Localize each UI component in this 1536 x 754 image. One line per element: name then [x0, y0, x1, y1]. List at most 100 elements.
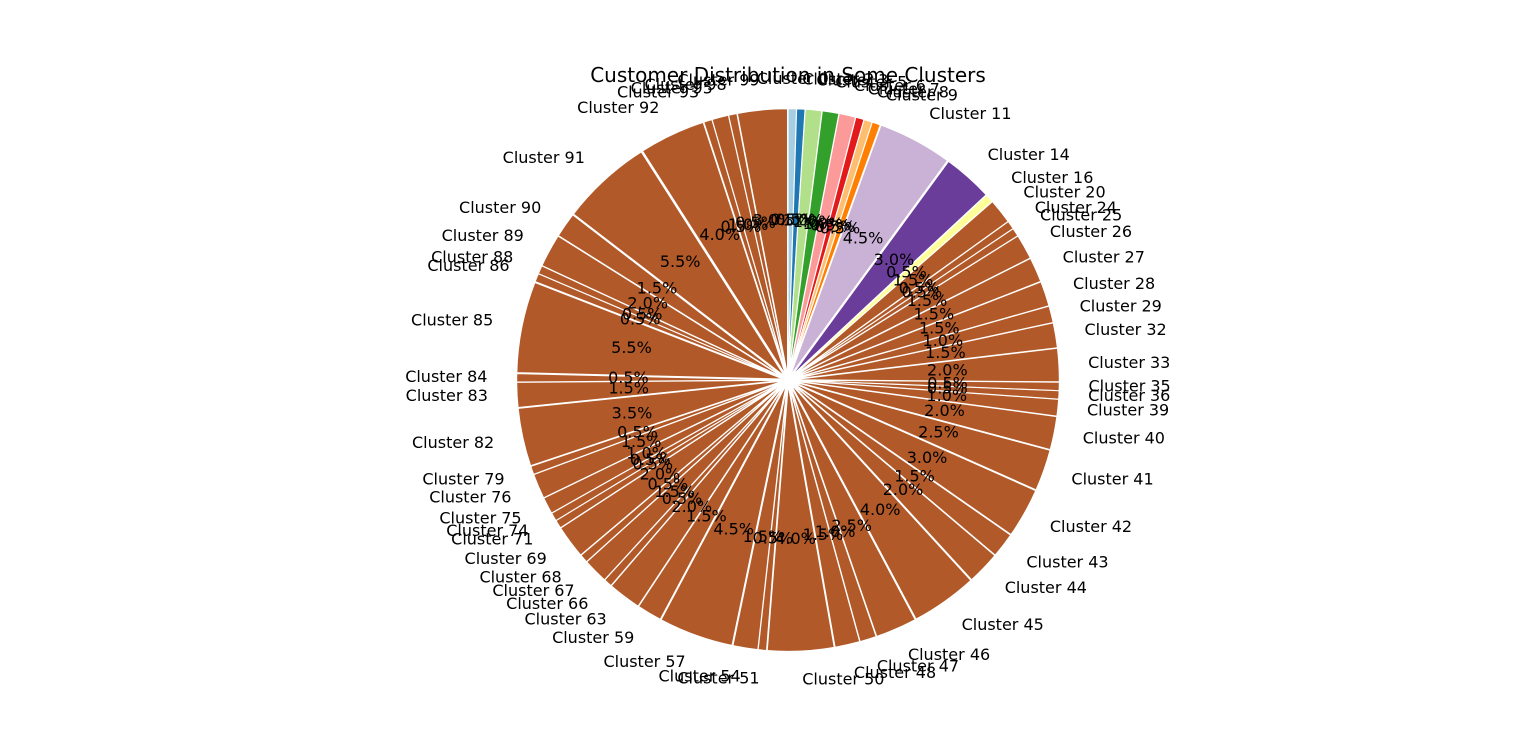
slice-label: Cluster 32 [1084, 320, 1166, 339]
percentage-label: 4.0% [775, 529, 816, 548]
percentage-label: 0.5% [902, 283, 943, 302]
percentage-label: 2.5% [831, 516, 872, 535]
pie-slice-cluster-54 [732, 385, 788, 651]
percentage-label: 0.5% [735, 213, 776, 232]
pie-slice-cluster-92 [641, 121, 787, 376]
percentage-label: 0.5% [721, 217, 762, 236]
slice-label: Cluster 29 [1080, 297, 1162, 316]
pie-slice-cluster-48 [788, 385, 861, 648]
percentage-label: 1.0% [926, 386, 967, 405]
percentage-label: 1.5% [894, 467, 935, 486]
slice-label: Cluster 92 [577, 98, 659, 117]
slice-label: Cluster 71 [451, 529, 533, 548]
percentage-labels: 0.5%0.5%1.0%1.0%1.0%0.5%0.5%0.5%4.5%3.0%… [608, 210, 968, 548]
slice-label: Cluster 54 [659, 666, 741, 685]
slice-label: Cluster 68 [479, 567, 561, 586]
percentage-label: 2.0% [671, 497, 712, 516]
pie-slice-cluster-59 [637, 384, 786, 621]
slice-label: Cluster 2 [802, 69, 874, 88]
slice-label: Cluster 41 [1071, 470, 1153, 489]
percentage-label: 0.5% [620, 309, 661, 328]
percentage-label: 5.5% [611, 338, 652, 357]
percentage-label: 0.5% [927, 378, 968, 397]
pie-slice-cluster-41 [792, 381, 1051, 491]
slice-label: Cluster 86 [427, 256, 509, 275]
percentage-label: 3.0% [753, 211, 794, 230]
slice-label: Cluster 84 [405, 367, 487, 386]
percentage-label: 4.5% [843, 229, 884, 248]
slice-label: Cluster 33 [1088, 353, 1170, 372]
percentage-label: 0.5% [608, 368, 649, 387]
percentage-label: 1.5% [686, 507, 727, 526]
slice-label: Cluster 40 [1083, 428, 1165, 447]
pie-slice-cluster-40 [793, 380, 1058, 451]
percentage-label: 4.0% [699, 225, 740, 244]
slice-label: Cluster 59 [552, 628, 634, 647]
slice-label: Cluster 9 [886, 85, 958, 104]
slice-label: Cluster 67 [492, 581, 574, 600]
percentage-label: 0.5% [632, 454, 673, 473]
percentage-label: 3.0% [907, 448, 948, 467]
slice-label: Cluster 27 [1063, 247, 1145, 266]
percentage-label: 1.0% [815, 522, 856, 541]
slice-label: Cluster 45 [962, 615, 1044, 634]
slice-label: Cluster 98 [645, 75, 727, 94]
percentage-label: 1.5% [621, 432, 662, 451]
pie-slice-cluster-57 [660, 384, 787, 647]
slice-label: Cluster 79 [422, 470, 504, 489]
slice-label: Cluster 91 [503, 148, 585, 167]
percentage-label: 2.0% [883, 480, 924, 499]
percentage-label: 2.0% [924, 401, 965, 420]
percentage-label: 1.0% [626, 443, 667, 462]
pie-slice-cluster-79 [530, 381, 784, 475]
slice-label: Cluster 0 [757, 69, 829, 88]
slice-label: Cluster 28 [1073, 274, 1155, 293]
pie-slice-cluster-98 [728, 112, 788, 375]
percentage-label: 0.5% [886, 263, 927, 282]
slice-label: Cluster 16 [1011, 168, 1093, 187]
pie-slice-cluster-82 [517, 380, 783, 467]
slice-label: Cluster 51 [677, 669, 759, 688]
pie-slice-cluster-90 [557, 214, 784, 378]
percentage-label: 5.5% [660, 252, 701, 271]
slice-label: Cluster 43 [1026, 553, 1108, 572]
percentage-label: 3.0% [874, 250, 915, 269]
percentage-label: 1.5% [803, 525, 844, 544]
percentage-label: 1.0% [783, 211, 824, 230]
percentage-label: 1.5% [637, 278, 678, 297]
percentage-label: 0.5% [775, 210, 816, 229]
slice-label: Cluster 24 [1035, 198, 1117, 217]
slice-label: Cluster 3 [816, 70, 888, 89]
pie-slice-cluster-44 [791, 383, 996, 581]
percentage-label: 1.5% [907, 291, 948, 310]
slice-label: Cluster 50 [802, 670, 884, 689]
pie-slice-cluster-99 [736, 108, 788, 375]
percentage-label: 1.5% [925, 343, 966, 362]
slice-label: Cluster 95 [631, 78, 713, 97]
slice-label: Cluster 35 [1088, 377, 1170, 396]
percentage-label: 1.5% [919, 319, 960, 338]
percentage-label: 1.5% [654, 482, 695, 501]
slice-label: Cluster 8 [877, 82, 949, 101]
slice-label: Cluster 6 [854, 76, 926, 95]
pie-slice-cluster-45 [790, 384, 972, 620]
slice-label: Cluster 57 [603, 652, 685, 671]
slice-label: Cluster 83 [406, 386, 488, 405]
percentage-label: 2.0% [640, 465, 681, 484]
slice-label: Cluster 26 [1050, 222, 1132, 241]
slice-label: Cluster 99 [677, 70, 759, 89]
pie-slice-cluster-26 [792, 235, 1031, 378]
percentage-label: 1.5% [608, 378, 649, 397]
percentage-label: 0.5% [630, 450, 671, 469]
pie-slice-cluster-91 [572, 151, 785, 377]
pie-slice-cluster-39 [793, 380, 1060, 417]
pie-slice-cluster-89 [541, 235, 784, 378]
percentage-label: 0.5% [662, 489, 703, 508]
slice-label: Cluster 36 [1088, 386, 1170, 405]
percentage-label: 0.5% [648, 475, 689, 494]
percentage-label: 1.0% [728, 215, 769, 234]
percentage-label: 2.0% [927, 361, 968, 380]
percentage-label: 2.5% [918, 423, 959, 442]
